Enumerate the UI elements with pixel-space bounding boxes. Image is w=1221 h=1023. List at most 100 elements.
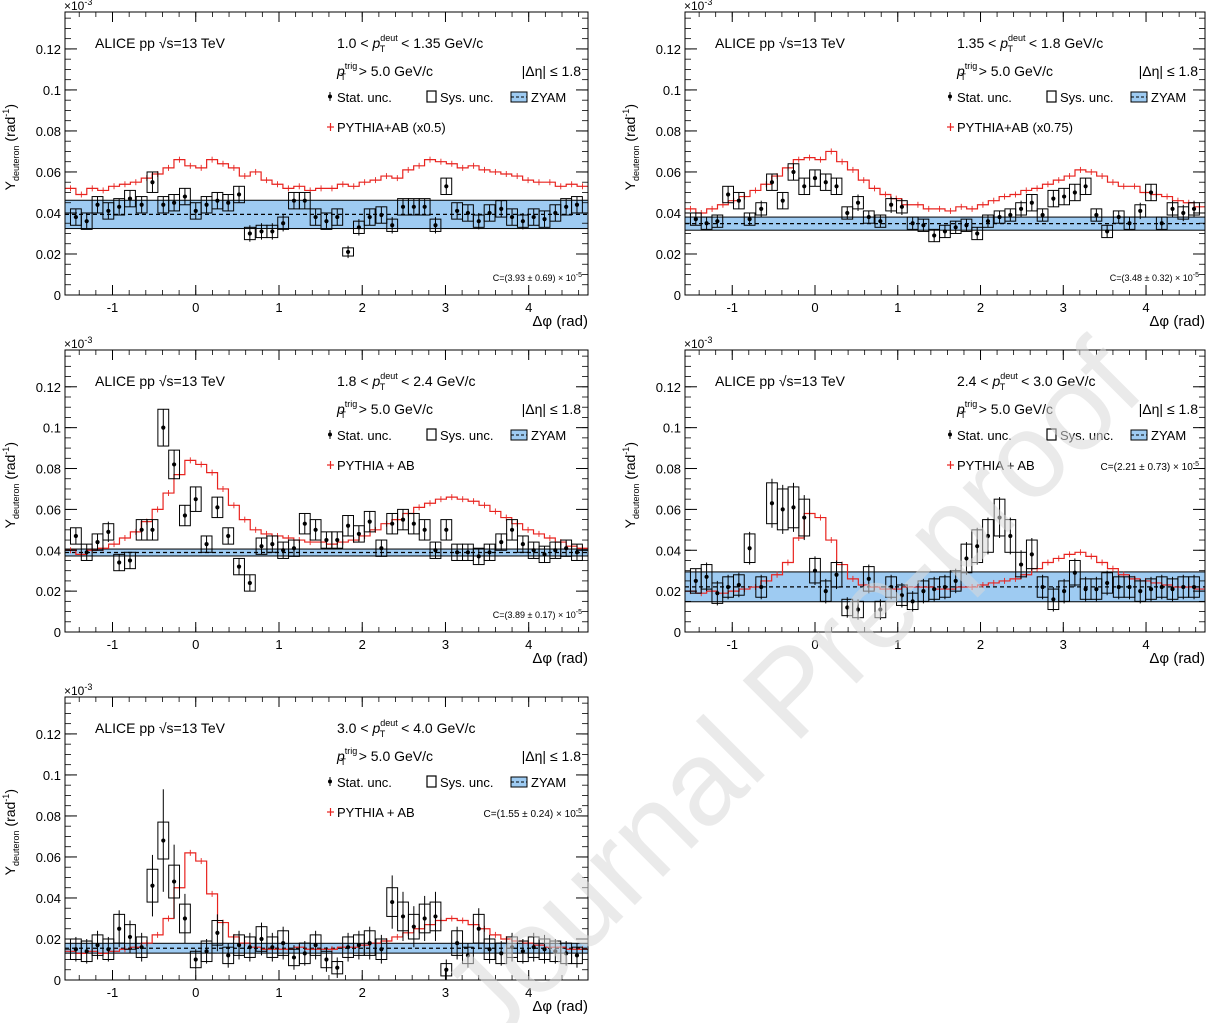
data-point (564, 951, 569, 956)
x-tick-label: 4 (525, 985, 532, 1000)
data-point (769, 180, 775, 185)
pt-unit: GeV/c (444, 35, 483, 51)
y-label-subscript: deuteron (11, 145, 21, 181)
data-point (509, 214, 515, 220)
data-point (204, 202, 209, 207)
legend-sys-label: Sys. unc. (440, 90, 493, 105)
data-point (161, 425, 166, 430)
data-point (172, 462, 177, 467)
data-point (791, 169, 796, 175)
data-point (736, 198, 741, 203)
data-point (335, 965, 340, 970)
pt-unit: GeV/c (437, 720, 476, 736)
data-point (127, 934, 133, 940)
x-axis-label: Δφ (rad) (532, 650, 588, 667)
y-tick-label: 0.12 (36, 42, 61, 57)
legend-model-label: PYTHIA + AB (957, 458, 1035, 473)
c-value-exponent: -5 (576, 808, 582, 815)
data-point (313, 214, 318, 220)
data-point (499, 539, 504, 545)
data-point (910, 221, 915, 226)
pt-min: 1.0 (337, 35, 357, 51)
data-point (487, 947, 492, 952)
pt-min: 1.35 (957, 35, 984, 51)
data-point (247, 945, 252, 950)
data-point (422, 527, 427, 532)
data-point (400, 914, 406, 919)
y-label-subscript: deuteron (11, 830, 21, 866)
y-scale-factor: ×10-3 (684, 335, 712, 351)
y-tick-label: 0.12 (36, 727, 61, 742)
x-tick-label: 3 (442, 300, 449, 315)
data-point (182, 513, 188, 518)
data-point (878, 219, 883, 224)
data-point (73, 214, 78, 220)
data-point (1083, 184, 1088, 189)
chart-panel-1: 0 0.02 0.04 0.06 0.08 0.1 0.12 -1 0 1 2 3 4Δφ (rad) Y… (1, 0, 589, 330)
y-tick-label: 0 (54, 625, 61, 640)
legend-zyam-label: ZYAM (1151, 90, 1186, 105)
data-point (932, 233, 937, 238)
data-point (324, 957, 329, 962)
y-tick-label: 0.12 (656, 42, 681, 57)
c-value-exponent: -5 (1193, 461, 1199, 468)
data-point (411, 924, 416, 929)
trigger-value: > 5.0 GeV/c (359, 748, 433, 764)
data-point (1191, 206, 1197, 211)
data-point (1159, 584, 1164, 590)
y-label-unit-close: ) (622, 104, 638, 109)
data-point (117, 560, 122, 565)
pt-max: 2.4 (413, 373, 433, 389)
y-scale-exponent: -3 (704, 335, 712, 345)
data-point (117, 204, 122, 209)
data-point (715, 219, 720, 224)
data-point (400, 517, 406, 522)
model-curve (685, 150, 1205, 214)
data-point (509, 945, 515, 950)
y-scale-factor: ×10-3 (64, 0, 92, 13)
data-point (736, 582, 741, 588)
x-tick-label: 2 (359, 300, 366, 315)
data-point (823, 589, 828, 594)
c-value-text: C=(3.89 ± 0.17) × 10 (493, 610, 576, 620)
y-label-main: Y (2, 518, 18, 528)
pt-max: 4.0 (413, 720, 433, 736)
data-point (845, 605, 850, 610)
data-point (172, 200, 177, 205)
data-point (1062, 589, 1067, 594)
data-point (411, 204, 416, 209)
x-tick-label: 2 (977, 637, 984, 652)
data-point (73, 947, 78, 952)
c-value-text: C=(3.48 ± 0.32) × 10 (1110, 273, 1193, 283)
y-scale-base: ×10 (64, 684, 85, 698)
data-point (553, 949, 558, 954)
data-point (953, 578, 958, 584)
y-tick-label: 0.06 (36, 850, 61, 865)
y-tick-label: 0.1 (663, 83, 681, 98)
y-tick-label: 0.08 (36, 462, 61, 477)
plot-frame (64, 349, 589, 633)
data-point (476, 554, 481, 559)
legend-sys-marker (426, 428, 437, 441)
y-tick-label: 0.02 (656, 247, 681, 262)
y-tick-label: 0.12 (36, 380, 61, 395)
y-label-unit: (rad (2, 802, 18, 827)
data-point (1018, 562, 1024, 567)
data-point (324, 537, 329, 543)
data-point (780, 507, 785, 512)
experiment-label: ALICE pp √s=13 TeV (95, 720, 226, 736)
experiment-label: ALICE pp √s=13 TeV (95, 373, 226, 389)
data-point (324, 219, 329, 224)
data-point (356, 531, 361, 537)
data-point (193, 497, 198, 502)
trigger-label: ptrig T > 5.0 GeV/c (956, 399, 1053, 420)
data-point (281, 940, 286, 946)
x-tick-label: 1 (275, 985, 282, 1000)
data-point (455, 208, 460, 214)
data-point (1051, 597, 1056, 602)
x-tick-label: 1 (894, 300, 901, 315)
legend-sys-marker (426, 90, 437, 103)
data-point (182, 194, 188, 199)
data-point (942, 229, 948, 234)
x-tick-label: 0 (192, 300, 199, 315)
